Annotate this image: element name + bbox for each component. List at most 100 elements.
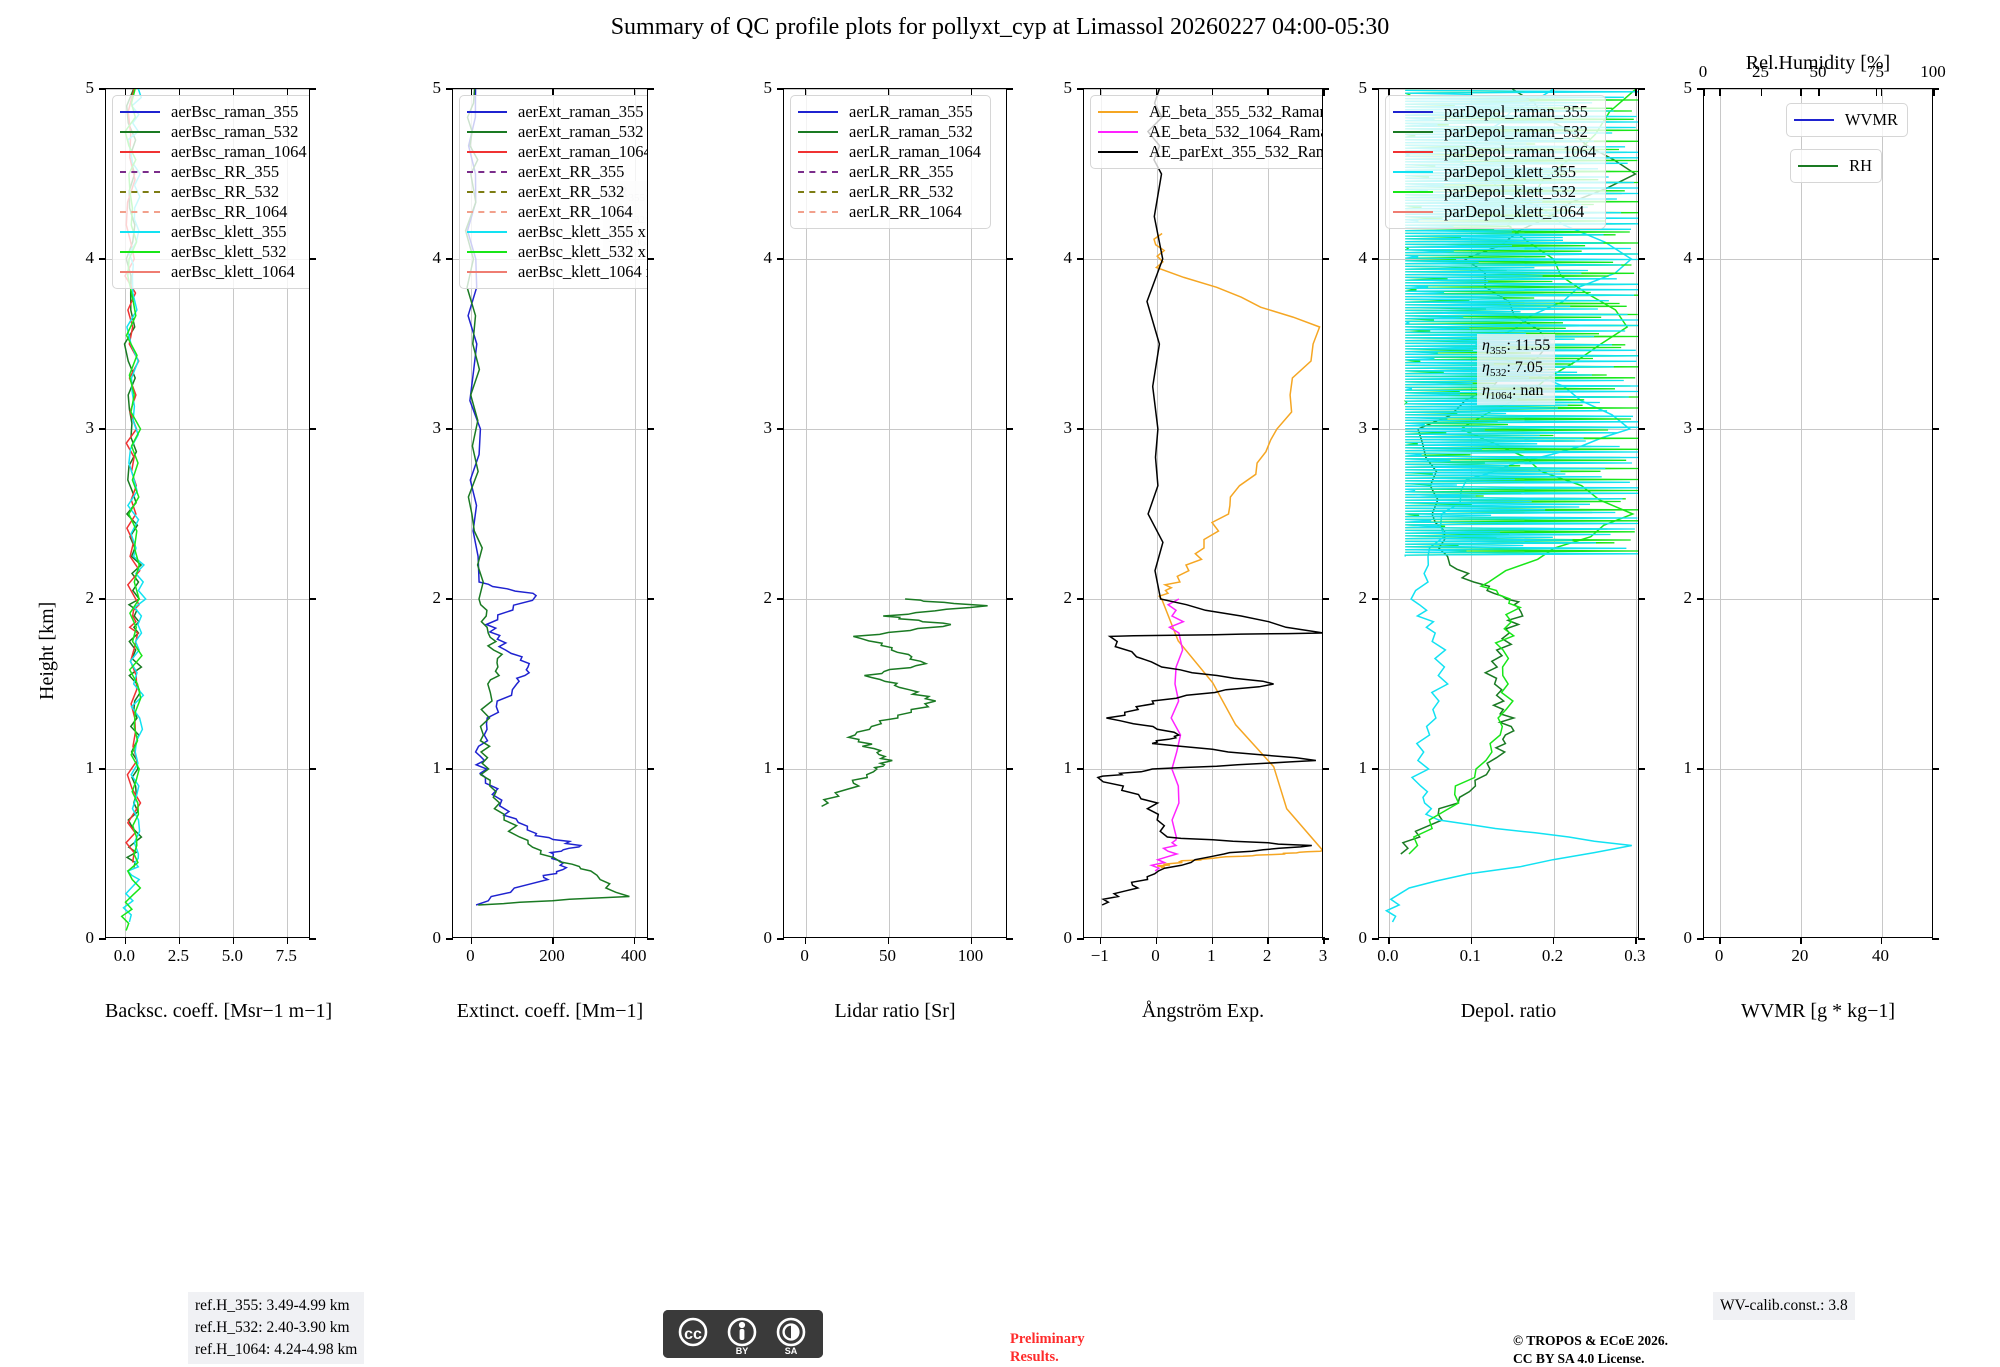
y-axis-tick <box>1372 88 1379 90</box>
legend-backscatter[interactable]: aerBsc_raman_355 aerBsc_raman_532 aerBsc_r… <box>112 95 309 289</box>
legend-item[interactable]: parDepol_raman_355 <box>1393 102 1596 122</box>
legend-swatch-icon <box>1098 151 1138 153</box>
legend-item[interactable]: parDepol_klett_1064 <box>1393 202 1596 222</box>
legend-item[interactable]: aerExt_raman_1064 <box>467 142 647 162</box>
legend-item[interactable]: aerBsc_klett_532 x LR <box>467 242 647 262</box>
legend-item[interactable]: aerBsc_RR_532 <box>120 182 307 202</box>
y-axis-label: 1 <box>432 758 442 777</box>
legend-item[interactable]: aerBsc_klett_355 <box>120 222 307 242</box>
legend-extinction[interactable]: aerExt_raman_355 aerExt_raman_532 aerExt_r… <box>459 95 647 289</box>
legend-item[interactable]: parDepol_raman_532 <box>1393 122 1596 142</box>
y-axis-tick <box>1077 768 1084 770</box>
x-axis-title-backscatter: Backsc. coeff. [Msr−1 m−1] <box>105 1000 333 1022</box>
legend-item[interactable]: aerBsc_raman_355 <box>120 102 307 122</box>
panel-angstrom[interactable]: AE_beta_355_532_Raman AE_beta_532_1064_Ra… <box>1077 88 1329 944</box>
legend-item[interactable]: aerExt_RR_355 <box>467 162 647 182</box>
y-axis-label: 2 <box>1063 588 1073 607</box>
top-axis-label: 75 <box>1867 62 1884 81</box>
legend-item[interactable]: AE_beta_355_532_Raman <box>1098 102 1322 122</box>
series-aerLR_raman_532 <box>821 598 988 808</box>
legend-item[interactable]: aerLR_RR_1064 <box>798 202 981 222</box>
legend-rh[interactable]: RH <box>1790 149 1882 183</box>
legend-item[interactable]: parDepol_klett_355 <box>1393 162 1596 182</box>
series-parDepol_klett_532 <box>1408 89 1637 855</box>
y-axis-label: 3 <box>432 418 442 437</box>
y-axis-label: 3 <box>763 418 773 437</box>
x-axis-tick <box>1800 937 1802 944</box>
series-aerExt_raman_355 <box>466 89 583 906</box>
legend-item[interactable]: aerBsc_RR_355 <box>120 162 307 182</box>
panel-backscatter[interactable]: aerBsc_raman_355 aerBsc_raman_532 aerBsc_r… <box>99 88 316 944</box>
legend-item[interactable]: aerLR_RR_532 <box>798 182 981 202</box>
y-axis-label: 5 <box>432 78 442 97</box>
y-axis-label: 2 <box>85 588 95 607</box>
legend-item[interactable]: aerBsc_klett_1064 x LR <box>467 262 647 282</box>
legend-swatch-icon <box>120 231 160 233</box>
y-axis-tick <box>446 768 453 770</box>
legend-item[interactable]: aerLR_raman_355 <box>798 102 981 122</box>
x-axis-title-lidar-ratio: Lidar ratio [Sr] <box>834 1000 956 1022</box>
legend-label: aerBsc_raman_1064 <box>171 141 307 161</box>
y-axis-tick <box>1932 428 1939 430</box>
legend-item[interactable]: aerLR_raman_532 <box>798 122 981 142</box>
y-axis-tick <box>99 258 106 260</box>
legend-item[interactable]: WVMR <box>1793 110 1898 130</box>
gridline-horizontal <box>1084 259 1322 260</box>
legend-item[interactable]: RH <box>1798 156 1872 176</box>
x-axis-tick <box>470 937 473 944</box>
legend-label: aerBsc_raman_355 <box>171 101 299 121</box>
legend-depolarization[interactable]: parDepol_raman_355 parDepol_raman_532 parD… <box>1385 95 1607 229</box>
legend-item[interactable]: aerBsc_raman_1064 <box>120 142 307 162</box>
y-axis-tick <box>1697 598 1704 600</box>
legend-wvmr-rh[interactable]: WVMR <box>1785 103 1908 137</box>
legend-label: parDepol_klett_1064 <box>1444 201 1585 221</box>
plot-area-extinction: aerExt_raman_355 aerExt_raman_532 aerExt_r… <box>453 89 647 937</box>
x-axis-title-depolarization: Depol. ratio <box>1460 1000 1557 1022</box>
top-axis-tick <box>1760 89 1763 96</box>
panel-wvmr-rh[interactable]: WVMR RH <box>1697 88 1939 944</box>
legend-item[interactable]: aerBsc_RR_1064 <box>120 202 307 222</box>
x-axis-tick <box>634 89 636 96</box>
x-axis-tick <box>1470 937 1472 944</box>
x-axis-tick <box>552 937 554 944</box>
legend-swatch-icon <box>467 251 507 253</box>
series-AE_beta_532_1064_Raman <box>1149 598 1186 872</box>
legend-item[interactable]: aerExt_raman_532 <box>467 122 647 142</box>
y-axis-tick <box>1932 768 1939 770</box>
y-axis-tick <box>309 598 316 600</box>
legend-item[interactable]: aerLR_RR_355 <box>798 162 981 182</box>
legend-item[interactable]: aerBsc_klett_1064 <box>120 262 307 282</box>
x-axis-label: 0.0 <box>1377 946 1399 965</box>
y-axis-tick <box>647 258 654 260</box>
x-axis-tick <box>1880 937 1883 944</box>
x-axis-tick <box>1470 89 1472 96</box>
legend-swatch-icon <box>120 191 160 193</box>
panel-depolarization[interactable]: parDepol_raman_355 parDepol_raman_532 parD… <box>1372 88 1645 944</box>
legend-item[interactable]: parDepol_raman_1064 <box>1393 142 1596 162</box>
legend-swatch-icon <box>1798 165 1839 167</box>
x-axis-label: 0 <box>1714 946 1724 965</box>
y-axis-tick <box>1638 598 1645 600</box>
y-axis-label: 4 <box>1063 248 1073 267</box>
panel-extinction[interactable]: aerExt_raman_355 aerExt_raman_532 aerExt_r… <box>446 88 654 944</box>
plot-area-lidar-ratio: aerLR_raman_355 aerLR_raman_532 aerLR_rama… <box>784 89 1006 937</box>
y-axis-tick <box>446 428 453 430</box>
legend-item[interactable]: AE_beta_532_1064_Raman <box>1098 122 1322 142</box>
legend-item[interactable]: aerBsc_raman_532 <box>120 122 307 142</box>
legend-item[interactable]: aerExt_raman_355 <box>467 102 647 122</box>
legend-item[interactable]: aerBsc_klett_532 <box>120 242 307 262</box>
legend-lidar-ratio[interactable]: aerLR_raman_355 aerLR_raman_532 aerLR_rama… <box>790 95 991 229</box>
y-axis-label: 3 <box>1683 418 1693 437</box>
legend-item[interactable]: aerBsc_klett_355 x LR <box>467 222 647 242</box>
copyright-credit: © TROPOS & ECoE 2026. CC BY SA 4.0 Licen… <box>1513 1332 1668 1367</box>
legend-item[interactable]: aerExt_RR_1064 <box>467 202 647 222</box>
panel-lidar-ratio[interactable]: aerLR_raman_355 aerLR_raman_532 aerLR_rama… <box>777 88 1013 944</box>
legend-item[interactable]: AE_parExt_355_532_Raman <box>1098 142 1322 162</box>
legend-item[interactable]: parDepol_klett_532 <box>1393 182 1596 202</box>
x-axis-tick <box>804 937 807 944</box>
legend-swatch-icon <box>1393 131 1433 133</box>
legend-item[interactable]: aerLR_raman_1064 <box>798 142 981 162</box>
legend-angstrom[interactable]: AE_beta_355_532_Raman AE_beta_532_1064_Ra… <box>1090 95 1322 169</box>
legend-label: parDepol_raman_355 <box>1444 101 1588 121</box>
legend-item[interactable]: aerExt_RR_532 <box>467 182 647 202</box>
